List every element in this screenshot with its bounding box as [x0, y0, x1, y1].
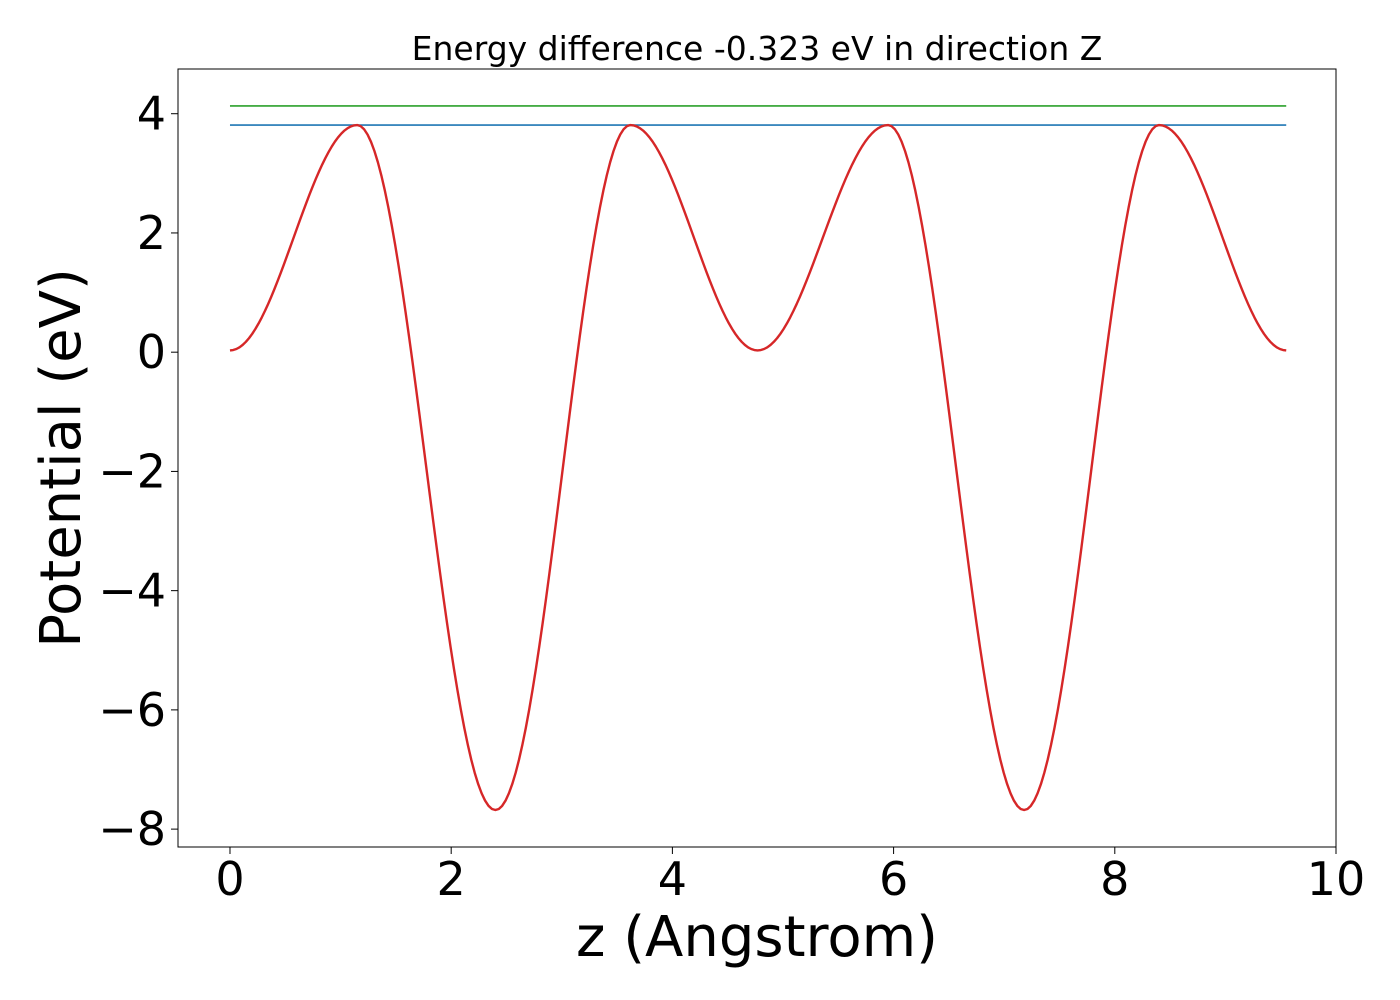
x-tick-label: 4 — [658, 852, 687, 906]
x-tick-label: 0 — [215, 852, 244, 906]
x-tick-label: 2 — [437, 852, 466, 906]
y-axis-ticks: 4 2 0 −2 −4 −6 −8 — [98, 87, 178, 856]
series-line-potential — [229, 123, 1287, 812]
x-axis-ticks: 0 2 4 6 8 10 — [215, 847, 1365, 906]
plot-frame — [177, 68, 1337, 848]
x-tick-label: 8 — [1100, 852, 1129, 906]
y-tick-label: 4 — [137, 87, 166, 141]
x-axis-label: z (Angstrom) — [576, 905, 938, 970]
y-tick-label: −4 — [98, 564, 166, 618]
plot-area — [229, 105, 1287, 812]
y-tick-label: 0 — [137, 325, 166, 379]
y-tick-label: −8 — [98, 802, 166, 856]
y-axis-label: Potential (eV) — [29, 268, 94, 648]
y-tick-label: −6 — [98, 683, 166, 737]
x-tick-label: 10 — [1307, 852, 1366, 906]
x-tick-label: 6 — [879, 852, 908, 906]
y-tick-label: −2 — [98, 444, 166, 498]
y-tick-label: 2 — [137, 206, 166, 260]
chart-title: Energy difference -0.323 eV in direction… — [412, 29, 1103, 68]
